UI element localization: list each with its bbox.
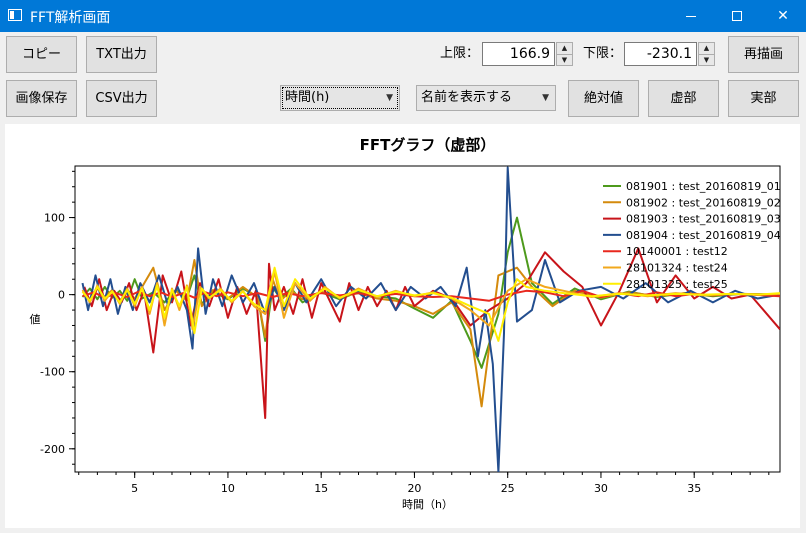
copy-button[interactable]: コピー (6, 36, 77, 73)
x-tick-label: 25 (501, 482, 515, 495)
legend-entry: 081902 : test_20160819_02 (626, 196, 781, 209)
x-tick-label: 5 (131, 482, 138, 495)
maximize-button[interactable] (714, 0, 760, 32)
close-button[interactable]: ✕ (760, 0, 806, 32)
x-tick-label: 35 (687, 482, 701, 495)
name-display-select[interactable]: 名前を表示する ▼ (416, 85, 556, 111)
lower-limit-label: 下限： (583, 46, 623, 61)
absolute-value-button[interactable]: 絶対値 (568, 80, 639, 117)
y-tick-label: -100 (40, 366, 65, 379)
csv-export-button[interactable]: CSV出力 (86, 80, 157, 117)
lower-limit-input[interactable]: -230.1 (624, 42, 697, 66)
series-line-7 (81, 266, 780, 342)
x-tick-label: 15 (314, 482, 328, 495)
close-icon: ✕ (777, 8, 789, 24)
x-tick-label: 10 (221, 482, 235, 495)
legend-entry: 081904 : test_20160819_04 (626, 229, 781, 242)
legend-entry: 081903 : test_20160819_03 (626, 213, 781, 226)
txt-export-button[interactable]: TXT出力 (86, 36, 157, 73)
chevron-down-icon: ▼ (542, 93, 549, 103)
x-tick-label: 20 (407, 482, 421, 495)
minimize-icon (686, 15, 696, 17)
maximize-icon (732, 11, 742, 21)
name-display-select-value: 名前を表示する (421, 90, 513, 105)
y-tick-label: 0 (58, 289, 65, 302)
y-tick-label: 100 (44, 212, 65, 225)
stepper-up-icon[interactable]: ▲ (703, 44, 710, 52)
time-unit-select-value: 時間(h) (285, 90, 330, 105)
redraw-button[interactable]: 再描画 (728, 36, 799, 73)
save-image-button[interactable]: 画像保存 (6, 80, 77, 117)
y-axis-label: 値 (30, 313, 41, 326)
legend-entry: 081901 : test_20160819_01 (626, 180, 781, 193)
x-tick-label: 30 (594, 482, 608, 495)
series-line-6 (81, 270, 780, 331)
imaginary-part-button[interactable]: 虚部 (648, 80, 719, 117)
stepper-down-icon[interactable]: ▼ (699, 54, 714, 65)
upper-limit-stepper[interactable]: ▲ ▼ (556, 42, 573, 66)
upper-limit-input[interactable]: 166.9 (482, 42, 555, 66)
chart-title: FFTグラフ（虚部） (360, 136, 496, 154)
stepper-down-icon[interactable]: ▼ (557, 54, 572, 65)
lower-limit-stepper[interactable]: ▲ ▼ (698, 42, 715, 66)
stepper-up-icon[interactable]: ▲ (561, 44, 568, 52)
minimize-button[interactable] (668, 0, 714, 32)
upper-limit-label: 上限： (440, 46, 480, 61)
time-unit-select[interactable]: 時間(h) ▼ (280, 85, 400, 111)
x-axis-label: 時間（h） (402, 498, 453, 511)
window-title: FFT解析画面 (30, 10, 111, 26)
app-icon (8, 9, 22, 21)
title-bar: FFT解析画面 ✕ (0, 0, 806, 32)
fft-chart: FFTグラフ（虚部） 5 10 15 20 25 30 35 100 0 -100 -200 時間（h）… (30, 136, 781, 511)
chart-area: FFTグラフ（虚部） 5 10 15 20 25 30 35 100 0 -100 -200 時間（h）… (5, 124, 800, 528)
legend-entry: 28101325 : test25 (626, 278, 728, 291)
chevron-down-icon: ▼ (386, 93, 393, 103)
real-part-button[interactable]: 実部 (728, 80, 799, 117)
legend-entry: 10140001 : test12 (626, 245, 728, 258)
legend-entry: 28101324 : test24 (626, 262, 728, 275)
y-tick-label: -200 (40, 443, 65, 456)
